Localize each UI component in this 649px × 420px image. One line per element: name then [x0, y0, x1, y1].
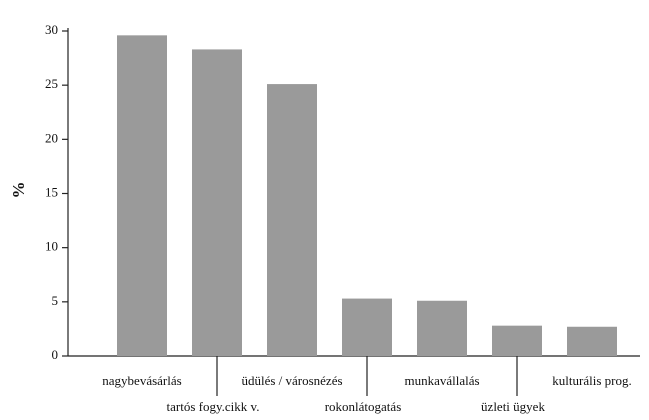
x-tick-label: nagybevásárlás — [102, 373, 181, 388]
bar — [417, 300, 467, 356]
x-tick-label: rokonlátogatás — [325, 399, 402, 414]
bar — [342, 298, 392, 356]
x-tick-label: üdülés / városnézés — [241, 373, 342, 388]
y-tick-label: 25 — [45, 76, 58, 91]
y-tick-label: 5 — [52, 293, 59, 308]
x-tick-label: tartós fogy.cikk v. — [167, 399, 260, 414]
y-axis-label: % — [9, 182, 28, 199]
y-tick-label: 0 — [52, 347, 59, 362]
x-tick-label: kulturális prog. — [552, 373, 631, 388]
bar — [567, 326, 617, 356]
bar — [192, 49, 242, 357]
y-tick-label: 20 — [45, 130, 58, 145]
bar — [267, 84, 317, 356]
y-tick-label: 15 — [45, 184, 58, 199]
x-tick-label: üzleti ügyek — [481, 399, 545, 414]
bar — [117, 35, 167, 356]
x-tick-label: munkavállalás — [404, 373, 479, 388]
bar — [492, 325, 542, 356]
y-tick-label: 10 — [45, 239, 58, 254]
y-tick-label: 30 — [45, 22, 58, 37]
